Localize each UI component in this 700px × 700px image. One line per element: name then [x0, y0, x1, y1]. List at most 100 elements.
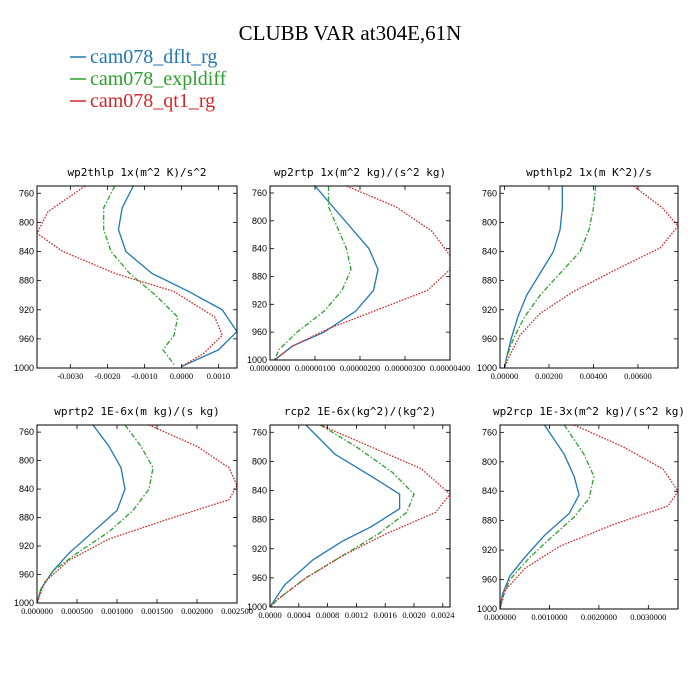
y-tick-label: 880	[19, 513, 34, 523]
y-tick-label: 960	[482, 575, 497, 585]
y-tick-label: 960	[19, 570, 34, 580]
y-tick-label: 800	[482, 217, 497, 227]
series-line-cam078_expldiff	[103, 186, 179, 365]
y-tick-label: 840	[252, 486, 267, 496]
x-tick-label: 0.0020	[402, 610, 425, 620]
panel-1: wp2thlp 1x(m^2 K)/s^2 760 800 840 880 920 960 1…	[14, 166, 238, 381]
series-line-cam078_expldiff	[273, 186, 352, 360]
panel-5: rcp2 1E-6x(kg^2)/(kg^2) 760 800 840 880 920 96…	[247, 405, 455, 620]
x-tick-label: 0.0004	[287, 610, 311, 620]
x-tick-label: 0.0010000	[531, 612, 567, 622]
y-tick-label: 880	[19, 276, 34, 286]
series-line-cam078_qt1_rg	[503, 186, 678, 368]
series-line-cam078_dflt_rg	[503, 186, 563, 368]
x-tick-label: 0.00000300	[385, 363, 425, 373]
panel-grid: wp2thlp 1x(m^2 K)/s^2 760 800 840 880 920 960 1…	[14, 166, 685, 622]
y-tick-label: 760	[482, 188, 497, 198]
y-tick-label: 760	[252, 427, 267, 437]
plot-frame	[499, 424, 679, 610]
x-tick-label: 0.0030000	[630, 612, 666, 622]
figure-title: CLUBB VAR at304E,61N	[239, 21, 462, 45]
y-tick-label: 760	[19, 188, 34, 198]
y-tick-label: 1000	[477, 604, 497, 614]
y-tick-label: 880	[482, 516, 497, 526]
x-tick-label: 0.00400	[580, 371, 608, 381]
y-tick-label: 960	[482, 334, 497, 344]
x-tick-label: 0.001500	[141, 606, 173, 616]
y-tick-label: 760	[252, 188, 267, 198]
y-tick-label: 840	[252, 244, 267, 254]
x-tick-label: -0.0030	[57, 371, 83, 381]
y-tick-label: 840	[19, 484, 34, 494]
series-line-cam078_qt1_rg	[270, 425, 450, 607]
x-tick-label: 0.0020000	[581, 612, 617, 622]
series-line-cam078_qt1_rg	[37, 186, 223, 368]
series-line-cam078_dflt_rg	[274, 186, 379, 360]
x-tick-label: 0.00000100	[295, 363, 335, 373]
y-tick-label: 840	[19, 247, 34, 257]
y-tick-label: 920	[19, 305, 34, 315]
legend-entry: cam078_expldiff	[70, 68, 227, 90]
plot-frame	[269, 185, 451, 361]
x-tick-label: 0.0000	[170, 371, 193, 381]
y-tick-label: 920	[19, 541, 34, 551]
x-tick-label: 0.001000	[101, 606, 133, 616]
series-line-cam078_expldiff	[503, 186, 597, 368]
series-line-cam078_expldiff	[500, 425, 595, 609]
x-tick-label: 0.0008	[316, 610, 339, 620]
panel-title: wpthlp2 1x(m K^2)/s	[526, 166, 652, 179]
panel-4: wprtp2 1E-6x(m kg)/(s kg) 760 800 840 880 920…	[14, 405, 253, 616]
series-line-cam078_expldiff	[270, 425, 415, 607]
y-tick-label: 1000	[14, 363, 34, 373]
y-tick-label: 960	[252, 573, 267, 583]
y-tick-label: 1000	[247, 355, 267, 365]
x-tick-label: 0.0016	[374, 610, 397, 620]
x-tick-label: -0.0020	[94, 371, 120, 381]
y-tick-label: 880	[252, 271, 267, 281]
x-tick-label: 0.00000000	[250, 363, 290, 373]
y-tick-label: 1000	[14, 598, 34, 608]
legend: cam078_dflt_rgcam078_expldiffcam078_qt1_…	[70, 46, 227, 112]
legend-label: cam078_expldiff	[90, 68, 227, 90]
y-tick-label: 800	[252, 216, 267, 226]
series-line-cam078_qt1_rg	[274, 186, 450, 360]
y-tick-label: 760	[482, 427, 497, 437]
x-tick-label: 0.000500	[61, 606, 93, 616]
x-tick-label: 0.00600	[624, 371, 652, 381]
x-tick-label: 0.000000	[21, 606, 53, 616]
x-tick-label: -0.0010	[131, 371, 157, 381]
legend-label: cam078_dflt_rg	[90, 46, 217, 68]
panel-2: wp2rtp 1x(m^2 kg)/(s^2 kg) 760 800 840 880 92…	[247, 166, 470, 373]
series-line-cam078_dflt_rg	[500, 425, 580, 609]
y-tick-label: 1000	[477, 363, 497, 373]
y-tick-label: 800	[252, 456, 267, 466]
y-tick-label: 1000	[247, 602, 267, 612]
plot-frame	[269, 424, 451, 608]
x-tick-label: 0.002000	[181, 606, 213, 616]
series-line-cam078_qt1_rg	[500, 425, 678, 609]
x-tick-label: 0.0024	[431, 610, 455, 620]
y-tick-label: 920	[482, 545, 497, 555]
plot-frame	[36, 185, 238, 369]
panel-title: wp2thlp 1x(m^2 K)/s^2	[67, 166, 206, 179]
series-line-cam078_qt1_rg	[37, 425, 237, 603]
series-line-cam078_dflt_rg	[117, 186, 237, 368]
y-tick-label: 960	[252, 327, 267, 337]
panel-3: wpthlp2 1x(m K^2)/s 760 800 840 880 920 960 100…	[477, 166, 679, 381]
y-tick-label: 800	[482, 457, 497, 467]
y-tick-label: 760	[19, 427, 34, 437]
x-tick-label: 0.0012	[345, 610, 368, 620]
panel-title: wprtp2 1E-6x(m kg)/(s kg)	[54, 405, 220, 418]
y-tick-label: 840	[482, 247, 497, 257]
x-tick-label: 0.00000400	[430, 363, 470, 373]
x-tick-label: 0.00000	[491, 371, 519, 381]
x-tick-label: 0.000000	[484, 612, 516, 622]
y-tick-label: 880	[482, 276, 497, 286]
panel-title: wp2rtp 1x(m^2 kg)/(s^2 kg)	[274, 166, 446, 179]
x-tick-label: 0.00200	[535, 371, 563, 381]
y-tick-label: 800	[19, 217, 34, 227]
plot-frame	[499, 185, 679, 369]
legend-entry: cam078_qt1_rg	[70, 90, 215, 112]
series-line-cam078_dflt_rg	[270, 425, 401, 607]
